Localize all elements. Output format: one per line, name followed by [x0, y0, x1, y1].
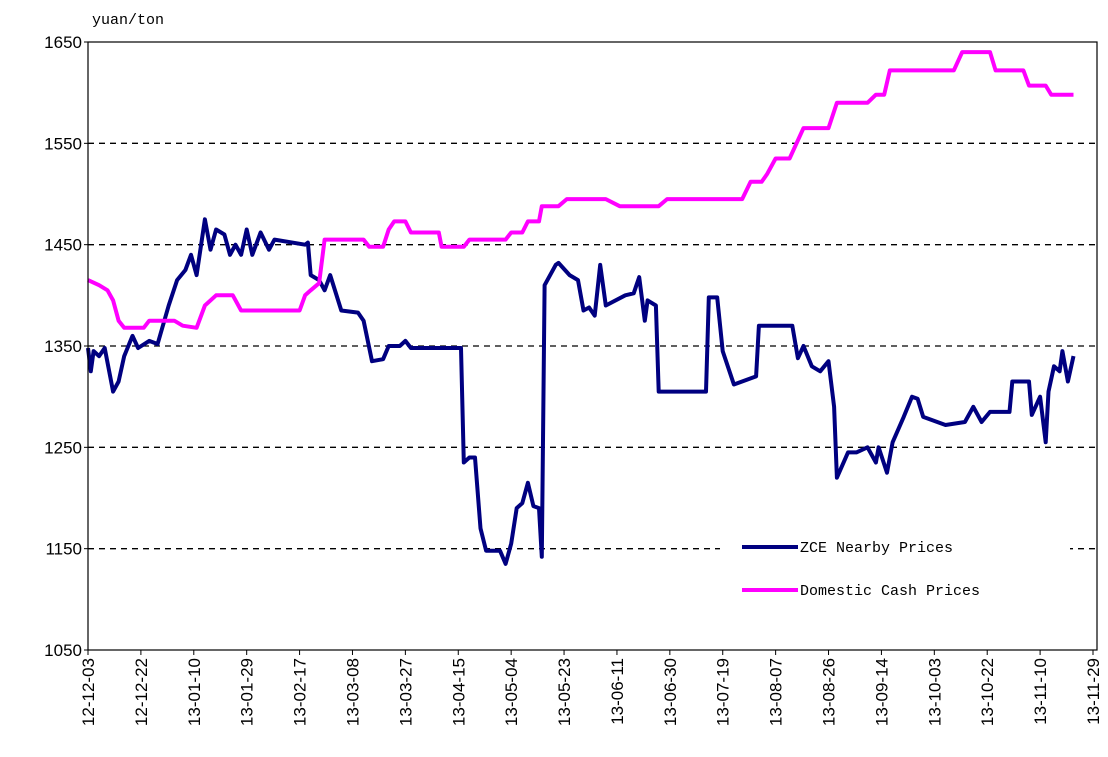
x-tick-label: 13-05-23	[555, 658, 574, 726]
x-tick-label: 13-06-30	[661, 658, 680, 726]
legend-label: Domestic Cash Prices	[800, 583, 980, 600]
x-tick-label: 12-12-22	[132, 658, 151, 726]
x-tick-label: 13-04-15	[449, 658, 468, 726]
x-tick-label: 13-03-27	[396, 658, 415, 726]
y-axis-label: yuan/ton	[92, 12, 164, 29]
legend-label: ZCE Nearby Prices	[800, 540, 953, 557]
x-tick-label: 13-01-29	[238, 658, 257, 726]
data-line	[86, 217, 1076, 566]
x-tick-label: 13-03-08	[343, 658, 362, 726]
x-tick-label: 13-08-07	[767, 658, 786, 726]
x-tick-label: 13-11-10	[1031, 658, 1050, 725]
x-tick-label: 13-06-11	[608, 658, 627, 725]
plot-frame	[87, 41, 1098, 651]
x-tick-label: 13-08-26	[820, 658, 839, 726]
y-tick-label: 1150	[45, 540, 82, 559]
y-tick-label: 1550	[44, 134, 82, 153]
y-tick-label: 1650	[44, 33, 82, 52]
x-tick-label: 13-10-22	[978, 658, 997, 726]
data-line	[87, 50, 1074, 330]
x-tick-label: 13-02-17	[291, 658, 310, 726]
y-tick-label: 1450	[44, 236, 82, 255]
y-tick-label: 1350	[44, 337, 82, 356]
legend-background	[720, 528, 1070, 618]
x-tick-label: 13-01-10	[185, 658, 204, 726]
x-tick-label: 13-11-29	[1084, 658, 1103, 725]
x-tick-label: 13-07-19	[714, 658, 733, 726]
x-tick-label: 12-12-03	[79, 658, 98, 726]
x-tick-label: 13-05-04	[502, 658, 521, 726]
x-tick-label: 13-10-03	[925, 658, 944, 726]
x-tick-label: 13-09-14	[872, 658, 891, 726]
y-tick-label: 1250	[44, 438, 82, 457]
y-tick-label: 1050	[44, 641, 82, 660]
